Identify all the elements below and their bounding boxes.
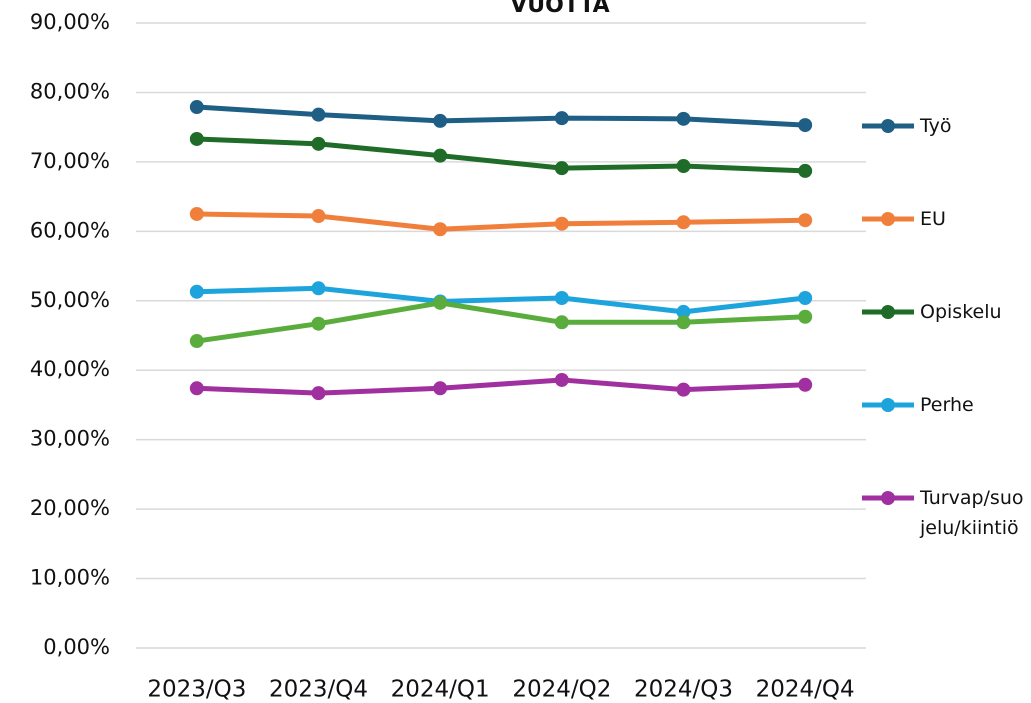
legend-label: EU bbox=[920, 208, 946, 230]
point bbox=[311, 316, 326, 331]
y-tick-label: 30,00% bbox=[30, 427, 110, 451]
point bbox=[676, 304, 691, 319]
point bbox=[676, 111, 691, 126]
point bbox=[311, 136, 326, 151]
x-tick-label: 2024/Q3 bbox=[634, 677, 733, 703]
y-tick-label: 80,00% bbox=[30, 79, 110, 103]
point bbox=[798, 118, 813, 133]
point bbox=[554, 372, 569, 387]
x-tick-label: 2023/Q3 bbox=[147, 677, 246, 703]
point bbox=[676, 159, 691, 174]
point bbox=[554, 216, 569, 231]
point bbox=[189, 334, 204, 349]
legend-marker bbox=[881, 119, 895, 133]
point bbox=[311, 281, 326, 296]
point bbox=[433, 222, 448, 237]
point bbox=[798, 309, 813, 324]
x-tick-label: 2024/Q2 bbox=[512, 677, 611, 703]
point bbox=[311, 107, 326, 122]
legend-label: Perhe bbox=[920, 394, 974, 416]
point bbox=[189, 100, 204, 115]
point bbox=[798, 377, 813, 392]
legend-marker bbox=[881, 398, 895, 412]
y-tick-label: 50,00% bbox=[30, 288, 110, 312]
point bbox=[189, 131, 204, 146]
point bbox=[433, 148, 448, 163]
point bbox=[433, 113, 448, 128]
series-line bbox=[196, 300, 806, 344]
x-tick-label: 2024/Q4 bbox=[756, 677, 855, 703]
point bbox=[189, 381, 204, 396]
series-line bbox=[196, 211, 806, 232]
chart-title: VUOTTA bbox=[510, 0, 609, 18]
point bbox=[433, 381, 448, 396]
point bbox=[676, 382, 691, 397]
x-tick-label: 2024/Q1 bbox=[391, 677, 490, 703]
point bbox=[554, 111, 569, 126]
point bbox=[554, 161, 569, 176]
point bbox=[433, 295, 448, 310]
series-line bbox=[196, 377, 806, 396]
y-tick-label: 60,00% bbox=[30, 218, 110, 242]
legend-label: Turvap/suojelu/kiintiö bbox=[920, 487, 1024, 539]
legend-marker bbox=[881, 491, 895, 505]
y-tick-label: 20,00% bbox=[30, 496, 110, 520]
y-tick-label: 10,00% bbox=[30, 566, 110, 590]
legend-marker bbox=[881, 305, 895, 319]
point bbox=[676, 315, 691, 330]
point bbox=[798, 291, 813, 305]
series-line bbox=[196, 136, 806, 174]
point bbox=[189, 206, 204, 221]
point bbox=[311, 209, 326, 224]
point bbox=[676, 215, 691, 230]
series-line bbox=[196, 104, 806, 128]
y-tick-label: 0,00% bbox=[43, 635, 110, 659]
x-tick-label: 2023/Q4 bbox=[269, 677, 368, 703]
y-tick-label: 90,00% bbox=[30, 10, 110, 34]
point bbox=[311, 386, 326, 401]
point bbox=[798, 213, 813, 228]
y-tick-label: 70,00% bbox=[30, 149, 110, 173]
legend-marker bbox=[881, 212, 895, 226]
point bbox=[798, 163, 813, 178]
point bbox=[554, 291, 569, 305]
legend-label: Opiskelu bbox=[920, 301, 1002, 323]
point bbox=[554, 315, 569, 330]
y-tick-label: 40,00% bbox=[30, 357, 110, 381]
legend-label: Työ bbox=[920, 115, 952, 137]
series-line bbox=[196, 285, 806, 315]
point bbox=[189, 284, 204, 299]
